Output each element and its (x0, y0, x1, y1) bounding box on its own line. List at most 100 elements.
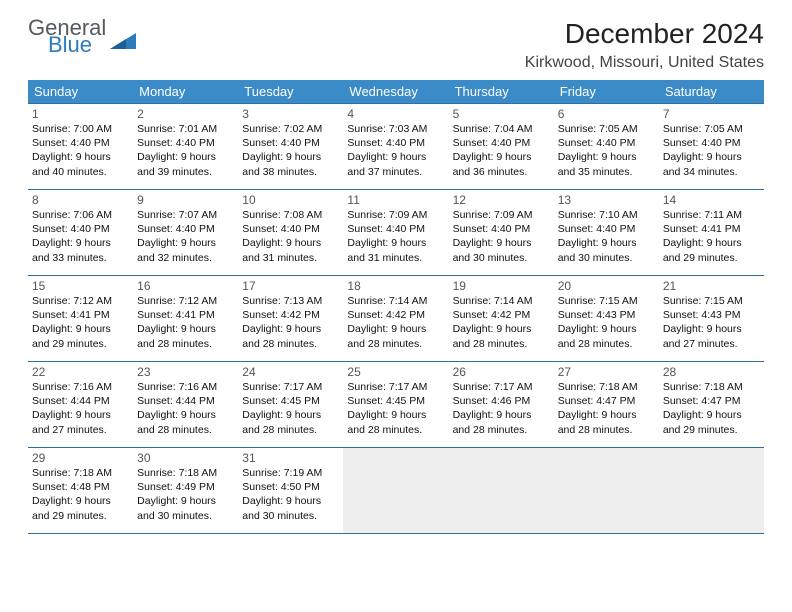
day-number: 23 (137, 365, 234, 379)
day-number: 22 (32, 365, 129, 379)
day-number: 29 (32, 451, 129, 465)
sunrise-line: Sunrise: 7:10 AM (558, 208, 655, 222)
calendar-page: General Blue December 2024 Kirkwood, Mis… (0, 0, 792, 552)
day-number: 11 (347, 193, 444, 207)
day-number: 2 (137, 107, 234, 121)
daylight-line: Daylight: 9 hours and 28 minutes. (242, 322, 339, 350)
sunrise-line: Sunrise: 7:17 AM (242, 380, 339, 394)
daylight-line: Daylight: 9 hours and 37 minutes. (347, 150, 444, 178)
sunset-line: Sunset: 4:40 PM (347, 222, 444, 236)
calendar-day-cell: 30Sunrise: 7:18 AMSunset: 4:49 PMDayligh… (133, 448, 238, 534)
weekday-header: Saturday (659, 80, 764, 104)
calendar-day-cell: 5Sunrise: 7:04 AMSunset: 4:40 PMDaylight… (449, 104, 554, 190)
calendar-week-row: 8Sunrise: 7:06 AMSunset: 4:40 PMDaylight… (28, 190, 764, 276)
sunrise-line: Sunrise: 7:18 AM (32, 466, 129, 480)
day-number: 24 (242, 365, 339, 379)
sunrise-line: Sunrise: 7:14 AM (453, 294, 550, 308)
sunrise-line: Sunrise: 7:01 AM (137, 122, 234, 136)
calendar-day-cell: 24Sunrise: 7:17 AMSunset: 4:45 PMDayligh… (238, 362, 343, 448)
day-number: 14 (663, 193, 760, 207)
daylight-line: Daylight: 9 hours and 31 minutes. (347, 236, 444, 264)
sunrise-line: Sunrise: 7:18 AM (137, 466, 234, 480)
daylight-line: Daylight: 9 hours and 28 minutes. (453, 408, 550, 436)
calendar-day-cell: 12Sunrise: 7:09 AMSunset: 4:40 PMDayligh… (449, 190, 554, 276)
calendar-day-cell: 11Sunrise: 7:09 AMSunset: 4:40 PMDayligh… (343, 190, 448, 276)
sunset-line: Sunset: 4:40 PM (558, 136, 655, 150)
day-number: 8 (32, 193, 129, 207)
sunset-line: Sunset: 4:40 PM (137, 136, 234, 150)
sunset-line: Sunset: 4:43 PM (663, 308, 760, 322)
sunrise-line: Sunrise: 7:04 AM (453, 122, 550, 136)
calendar-day-cell: 14Sunrise: 7:11 AMSunset: 4:41 PMDayligh… (659, 190, 764, 276)
sunset-line: Sunset: 4:40 PM (663, 136, 760, 150)
calendar-day-cell: 3Sunrise: 7:02 AMSunset: 4:40 PMDaylight… (238, 104, 343, 190)
sunset-line: Sunset: 4:41 PM (137, 308, 234, 322)
calendar-day-cell: 26Sunrise: 7:17 AMSunset: 4:46 PMDayligh… (449, 362, 554, 448)
calendar-day-cell: 4Sunrise: 7:03 AMSunset: 4:40 PMDaylight… (343, 104, 448, 190)
sunset-line: Sunset: 4:50 PM (242, 480, 339, 494)
weekday-header: Tuesday (238, 80, 343, 104)
sunrise-line: Sunrise: 7:12 AM (32, 294, 129, 308)
daylight-line: Daylight: 9 hours and 39 minutes. (137, 150, 234, 178)
sunset-line: Sunset: 4:45 PM (347, 394, 444, 408)
sunrise-line: Sunrise: 7:02 AM (242, 122, 339, 136)
day-number: 25 (347, 365, 444, 379)
logo: General Blue (28, 18, 136, 56)
sunrise-line: Sunrise: 7:13 AM (242, 294, 339, 308)
day-number: 6 (558, 107, 655, 121)
day-number: 5 (453, 107, 550, 121)
sunset-line: Sunset: 4:40 PM (347, 136, 444, 150)
sunrise-line: Sunrise: 7:18 AM (663, 380, 760, 394)
sunset-line: Sunset: 4:40 PM (242, 222, 339, 236)
daylight-line: Daylight: 9 hours and 30 minutes. (453, 236, 550, 264)
day-number: 10 (242, 193, 339, 207)
sunset-line: Sunset: 4:47 PM (663, 394, 760, 408)
weekday-header: Monday (133, 80, 238, 104)
calendar-week-row: 22Sunrise: 7:16 AMSunset: 4:44 PMDayligh… (28, 362, 764, 448)
sunrise-line: Sunrise: 7:16 AM (32, 380, 129, 394)
daylight-line: Daylight: 9 hours and 28 minutes. (242, 408, 339, 436)
sunset-line: Sunset: 4:40 PM (453, 136, 550, 150)
daylight-line: Daylight: 9 hours and 34 minutes. (663, 150, 760, 178)
daylight-line: Daylight: 9 hours and 28 minutes. (137, 408, 234, 436)
day-number: 15 (32, 279, 129, 293)
day-number: 16 (137, 279, 234, 293)
sunrise-line: Sunrise: 7:15 AM (558, 294, 655, 308)
calendar-empty-cell (554, 448, 659, 534)
location: Kirkwood, Missouri, United States (525, 54, 764, 72)
sunrise-line: Sunrise: 7:09 AM (453, 208, 550, 222)
title-block: December 2024 Kirkwood, Missouri, United… (525, 18, 764, 72)
sunset-line: Sunset: 4:40 PM (453, 222, 550, 236)
daylight-line: Daylight: 9 hours and 29 minutes. (663, 236, 760, 264)
daylight-line: Daylight: 9 hours and 30 minutes. (558, 236, 655, 264)
daylight-line: Daylight: 9 hours and 32 minutes. (137, 236, 234, 264)
month-title: December 2024 (525, 18, 764, 50)
calendar-day-cell: 21Sunrise: 7:15 AMSunset: 4:43 PMDayligh… (659, 276, 764, 362)
sunset-line: Sunset: 4:42 PM (242, 308, 339, 322)
weekday-header: Friday (554, 80, 659, 104)
daylight-line: Daylight: 9 hours and 30 minutes. (242, 494, 339, 522)
calendar-day-cell: 17Sunrise: 7:13 AMSunset: 4:42 PMDayligh… (238, 276, 343, 362)
calendar-day-cell: 20Sunrise: 7:15 AMSunset: 4:43 PMDayligh… (554, 276, 659, 362)
sunset-line: Sunset: 4:43 PM (558, 308, 655, 322)
sunset-line: Sunset: 4:40 PM (32, 136, 129, 150)
topbar: General Blue December 2024 Kirkwood, Mis… (28, 18, 764, 72)
weekday-header: Thursday (449, 80, 554, 104)
day-number: 18 (347, 279, 444, 293)
sunrise-line: Sunrise: 7:05 AM (663, 122, 760, 136)
day-number: 20 (558, 279, 655, 293)
calendar-day-cell: 10Sunrise: 7:08 AMSunset: 4:40 PMDayligh… (238, 190, 343, 276)
daylight-line: Daylight: 9 hours and 29 minutes. (32, 322, 129, 350)
day-number: 17 (242, 279, 339, 293)
daylight-line: Daylight: 9 hours and 28 minutes. (558, 322, 655, 350)
daylight-line: Daylight: 9 hours and 29 minutes. (32, 494, 129, 522)
day-number: 21 (663, 279, 760, 293)
sunset-line: Sunset: 4:48 PM (32, 480, 129, 494)
sunset-line: Sunset: 4:42 PM (453, 308, 550, 322)
sunrise-line: Sunrise: 7:06 AM (32, 208, 129, 222)
calendar-day-cell: 13Sunrise: 7:10 AMSunset: 4:40 PMDayligh… (554, 190, 659, 276)
calendar-day-cell: 7Sunrise: 7:05 AMSunset: 4:40 PMDaylight… (659, 104, 764, 190)
calendar-day-cell: 31Sunrise: 7:19 AMSunset: 4:50 PMDayligh… (238, 448, 343, 534)
daylight-line: Daylight: 9 hours and 29 minutes. (663, 408, 760, 436)
daylight-line: Daylight: 9 hours and 31 minutes. (242, 236, 339, 264)
